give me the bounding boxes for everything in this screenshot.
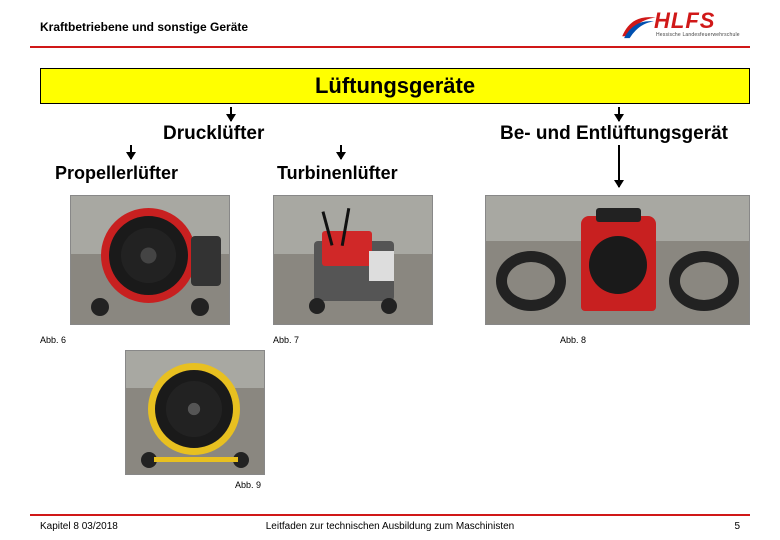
label-be-und: Be- und Entlüftungsgerät bbox=[500, 123, 728, 145]
caption-abb7: Abb. 7 bbox=[273, 335, 299, 345]
label-propeller: Propellerlüfter bbox=[55, 163, 178, 184]
footer-center: Leitfaden zur technischen Ausbildung zum… bbox=[0, 521, 780, 532]
logo-text: HLFS bbox=[654, 8, 715, 34]
swoosh-icon bbox=[620, 12, 658, 40]
header-divider bbox=[30, 46, 750, 48]
header: Kraftbetriebene und sonstige Geräte HLFS… bbox=[0, 0, 780, 50]
footer-divider bbox=[30, 514, 750, 516]
photo-abb9 bbox=[125, 350, 265, 475]
label-drucklufter: Drucklüfter bbox=[163, 123, 264, 145]
logo: HLFS Hessische Landesfeuerwehrschule bbox=[620, 8, 750, 44]
logo-subtitle: Hessische Landesfeuerwehrschule bbox=[656, 32, 740, 38]
arrow-icon bbox=[130, 145, 132, 159]
photo-abb8 bbox=[485, 195, 750, 325]
arrow-icon bbox=[230, 107, 232, 121]
arrow-icon bbox=[340, 145, 342, 159]
arrow-icon bbox=[618, 107, 620, 121]
caption-abb9: Abb. 9 bbox=[235, 480, 261, 490]
title-band: Lüftungsgeräte bbox=[40, 68, 750, 104]
header-title: Kraftbetriebene und sonstige Geräte bbox=[40, 20, 248, 34]
photo-abb7 bbox=[273, 195, 433, 325]
caption-abb6: Abb. 6 bbox=[40, 335, 66, 345]
label-turbinen: Turbinenlüfter bbox=[277, 163, 398, 184]
photo-abb6 bbox=[70, 195, 230, 325]
footer-page: 5 bbox=[734, 521, 740, 532]
caption-abb8: Abb. 8 bbox=[560, 335, 586, 345]
arrow-icon bbox=[618, 145, 620, 187]
